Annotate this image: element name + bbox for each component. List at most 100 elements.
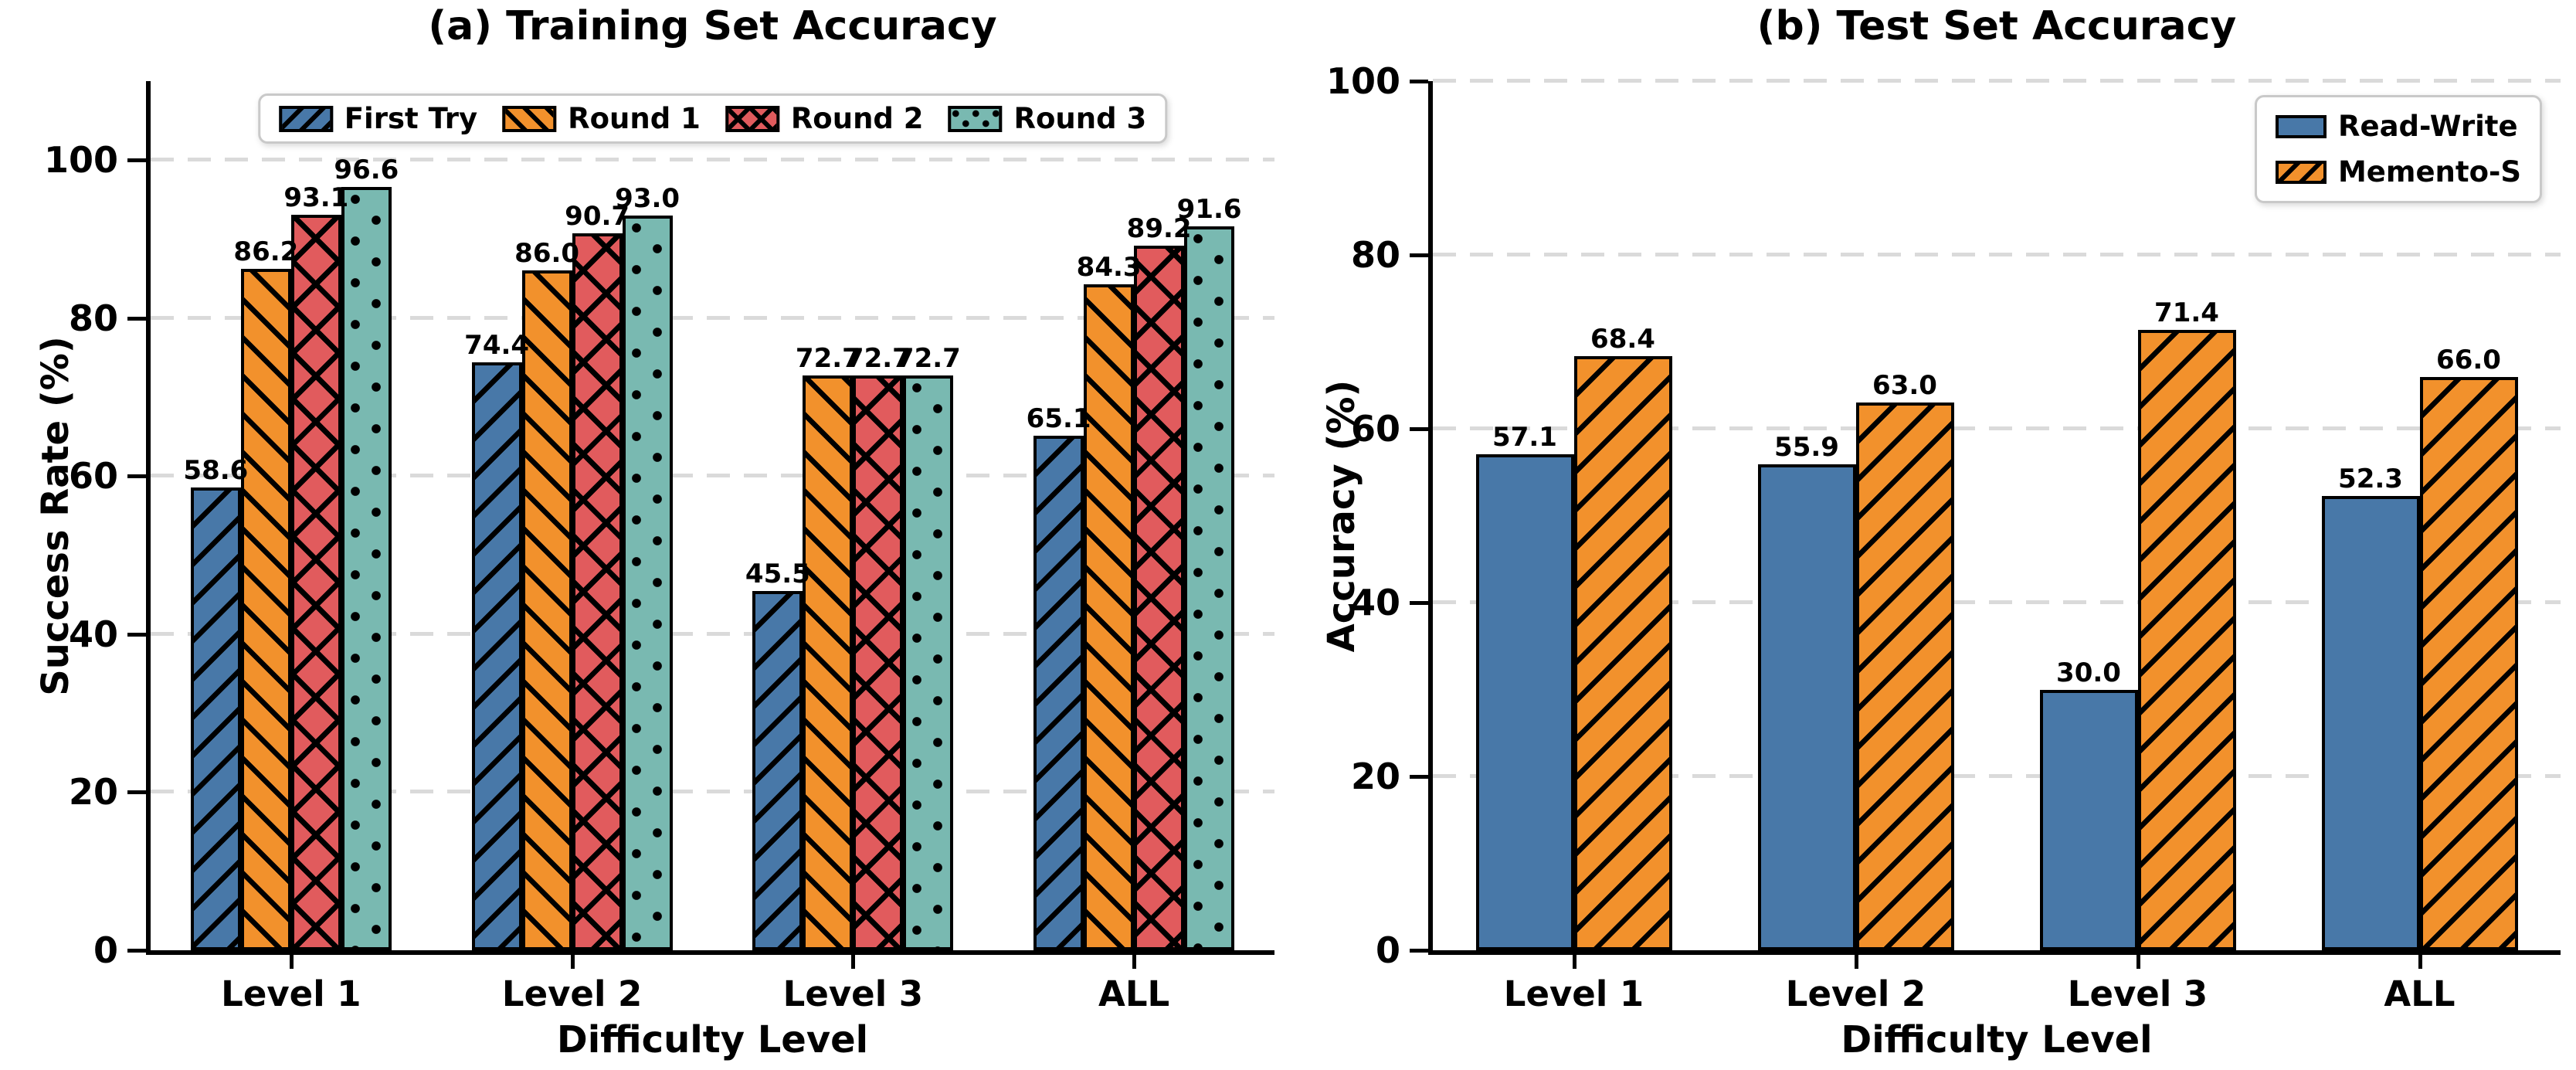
y-tick-100 bbox=[1410, 80, 1428, 83]
bar-value-label: 63.0 bbox=[1872, 370, 1937, 402]
y-tick-80 bbox=[127, 316, 146, 321]
bar-round-1-level-1: 86.2 bbox=[233, 236, 298, 950]
y-tick-label-80: 80 bbox=[1350, 234, 1400, 276]
bar-value-label: 72.7 bbox=[895, 343, 961, 375]
legend-entry-memento-s: Memento-S bbox=[2275, 155, 2521, 189]
bar-memento-s-level-3: 71.4 bbox=[2137, 297, 2236, 950]
bar-group-level-1: 58.6 86.2 93.1 96.6 bbox=[183, 155, 399, 950]
y-tick-label-60: 60 bbox=[1350, 408, 1400, 450]
legend-entry-round-3: Round 3 bbox=[948, 102, 1147, 135]
y-tick-40 bbox=[1410, 601, 1428, 605]
x-tick-label-level-3: Level 3 bbox=[782, 973, 924, 1014]
bar-value-label: 65.1 bbox=[1026, 403, 1091, 435]
bar-value-label: 91.6 bbox=[1176, 194, 1242, 226]
bar-memento-s-all: 66.0 bbox=[2419, 345, 2518, 950]
chart-title: (b) Test Set Accuracy bbox=[1756, 3, 2237, 49]
bar-value-label: 45.5 bbox=[745, 558, 810, 589]
x-tick-label-level-1: Level 1 bbox=[1503, 973, 1644, 1014]
y-tick-80 bbox=[1410, 253, 1428, 257]
bar-value-label: 71.4 bbox=[2154, 297, 2219, 328]
y-tick-0 bbox=[127, 949, 146, 953]
bar-memento-s-level-2: 63.0 bbox=[1855, 370, 1954, 950]
x-tick-level-3 bbox=[851, 953, 856, 969]
y-tick-label-40: 40 bbox=[1350, 582, 1400, 623]
bar-round-1-level-2: 86.0 bbox=[514, 238, 579, 950]
bar-group-level-2: 74.4 86.0 90.7 93.0 bbox=[464, 183, 680, 950]
bar-value-label: 72.7 bbox=[795, 343, 860, 375]
legend-label-read-write: Read-Write bbox=[2337, 110, 2518, 143]
x-tick-level-1 bbox=[1572, 953, 1576, 969]
legend-entry-round-1: Round 1 bbox=[502, 102, 701, 135]
gridline-100 bbox=[151, 158, 1274, 162]
gridline-40 bbox=[1433, 600, 2561, 604]
chart-title: (a) Training Set Accuracy bbox=[428, 3, 997, 49]
bar-value-label: 86.2 bbox=[233, 236, 299, 268]
bar-memento-s-level-1: 68.4 bbox=[1573, 324, 1672, 950]
bar-value-label: 90.7 bbox=[565, 201, 630, 233]
bar-value-label: 93.0 bbox=[615, 182, 680, 214]
gridline-100 bbox=[1433, 79, 2561, 83]
gridline-60 bbox=[1433, 426, 2561, 430]
y-tick-label-20: 20 bbox=[1350, 756, 1400, 797]
legend-label-round-1: Round 1 bbox=[568, 102, 701, 135]
bar-group-all: 52.3 66.0 bbox=[2321, 345, 2518, 950]
bar-value-label: 93.1 bbox=[283, 182, 349, 213]
y-tick-60 bbox=[1410, 427, 1428, 431]
legend-label-memento-s: Memento-S bbox=[2337, 155, 2521, 189]
gridline-40 bbox=[151, 631, 1274, 636]
bar-round-2-level-2: 90.7 bbox=[565, 201, 630, 950]
x-axis-spine bbox=[146, 950, 1274, 955]
bar-first-try-level-1: 58.6 bbox=[183, 455, 248, 950]
x-tick-level-2 bbox=[570, 953, 575, 969]
x-tick-label-all: ALL bbox=[2384, 973, 2456, 1014]
y-tick-label-100: 100 bbox=[43, 139, 118, 182]
bar-read-write-level-3: 30.0 bbox=[2039, 657, 2138, 950]
bar-round-3-level-2: 93.0 bbox=[615, 183, 680, 950]
legend-swatch-memento-s bbox=[2275, 160, 2327, 184]
bar-read-write-level-1: 57.1 bbox=[1475, 422, 1574, 950]
legend-label-round-3: Round 3 bbox=[1013, 102, 1147, 135]
y-tick-label-80: 80 bbox=[68, 297, 118, 339]
y-tick-0 bbox=[1410, 949, 1428, 953]
legend-entry-first-try: First Try bbox=[278, 102, 477, 135]
bar-round-2-level-3: 72.7 bbox=[846, 343, 911, 950]
bar-group-level-3: 45.5 72.7 72.7 72.7 bbox=[745, 343, 961, 950]
gridline-80 bbox=[1433, 253, 2561, 256]
bar-first-try-level-2: 74.4 bbox=[464, 330, 529, 950]
x-tick-label-level-1: Level 1 bbox=[221, 973, 361, 1014]
bar-read-write-all: 52.3 bbox=[2321, 464, 2420, 950]
legend-swatch-first-try bbox=[278, 105, 333, 132]
bar-round-2-all: 89.2 bbox=[1127, 213, 1192, 950]
y-tick-label-20: 20 bbox=[68, 771, 118, 814]
y-tick-100 bbox=[127, 158, 146, 163]
bar-value-label: 66.0 bbox=[2436, 344, 2501, 375]
legend-label-round-2: Round 2 bbox=[790, 102, 924, 135]
x-axis-spine bbox=[1428, 950, 2561, 955]
x-tick-all bbox=[2418, 953, 2422, 969]
bar-read-write-level-2: 55.9 bbox=[1757, 432, 1856, 950]
gridline-60 bbox=[151, 474, 1274, 478]
bar-value-label: 74.4 bbox=[464, 330, 530, 362]
x-tick-label-all: ALL bbox=[1098, 973, 1170, 1014]
bar-value-label: 30.0 bbox=[2056, 657, 2121, 688]
legend-swatch-read-write bbox=[2275, 114, 2327, 138]
gridline-20 bbox=[151, 790, 1274, 794]
bar-value-label: 57.1 bbox=[1492, 421, 1557, 453]
legend-entry-read-write: Read-Write bbox=[2275, 110, 2518, 143]
bar-value-label: 84.3 bbox=[1076, 251, 1142, 283]
y-tick-label-60: 60 bbox=[68, 455, 118, 498]
legend: First Try Round 1 Round 2 Round 3 bbox=[257, 93, 1168, 144]
y-axis-spine bbox=[146, 81, 151, 955]
legend-swatch-round-1 bbox=[502, 105, 557, 132]
bar-value-label: 96.6 bbox=[334, 155, 399, 186]
x-tick-all bbox=[1132, 953, 1137, 969]
y-tick-60 bbox=[127, 474, 146, 479]
y-tick-label-40: 40 bbox=[68, 613, 118, 655]
bar-value-label: 72.7 bbox=[845, 343, 911, 375]
bar-group-level-3: 30.0 71.4 bbox=[2039, 297, 2236, 950]
y-tick-20 bbox=[1410, 775, 1428, 779]
x-axis-title: Difficulty Level bbox=[556, 1018, 869, 1062]
legend-swatch-round-3 bbox=[948, 105, 1003, 132]
legend-swatch-round-2 bbox=[725, 105, 779, 132]
